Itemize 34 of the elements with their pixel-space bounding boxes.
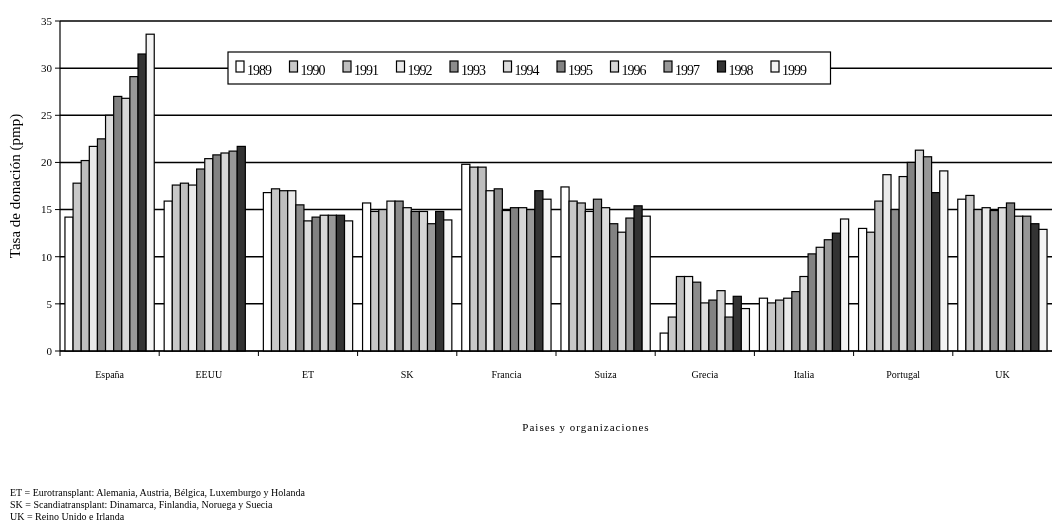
x-tick-label: UK [995, 369, 1011, 380]
legend-label: 1993 [461, 63, 486, 78]
legend-label: 1995 [568, 63, 593, 78]
x-axis-title: Paises y organizaciones [522, 421, 650, 433]
x-tick-label: España [95, 369, 125, 380]
text: UK = Reino Unido e Irlanda [10, 511, 125, 522]
x-tick-label: Suiza [594, 369, 618, 380]
legend-label: 1999 [782, 63, 807, 78]
y-tick-label: 15 [41, 203, 53, 216]
y-tick-label: 30 [41, 61, 53, 74]
legend-label: 1994 [514, 63, 540, 78]
x-tick-label: Grecia [691, 369, 719, 380]
x-tick-label: Italia [793, 369, 815, 380]
x-tick-label: EEUU [195, 369, 223, 380]
y-tick-label: 0 [46, 344, 53, 357]
legend-label: 1992 [407, 63, 433, 78]
legend-label: 1989 [247, 63, 272, 78]
y-tick-label: 5 [46, 297, 53, 310]
legend-label: 1997 [675, 63, 700, 78]
y-tick-label: 10 [41, 250, 53, 263]
y-tick-label: 25 [41, 109, 53, 122]
legend-label: 1996 [621, 63, 647, 78]
y-tick-label: 20 [41, 156, 53, 169]
text: SK = Scandiatransplant: Dinamarca, Finlandia, Noruega y Suecia [10, 499, 274, 510]
x-tick-label: ET [301, 369, 315, 380]
legend-label: 1998 [728, 63, 754, 78]
legend-label: 1991 [354, 63, 379, 78]
x-tick-label: Francia [491, 369, 522, 380]
legend-label: 1990 [300, 63, 326, 78]
text: ET = Eurotransplant: Alemania, Austria, Bélgica, Luxemburgo y Holanda [10, 487, 306, 498]
y-tick-label: 35 [41, 14, 53, 27]
x-tick-label: Portugal [886, 369, 921, 380]
y-axis-title: Tasa de donación (pmp) [7, 113, 24, 259]
x-tick-label: SK [400, 369, 415, 380]
